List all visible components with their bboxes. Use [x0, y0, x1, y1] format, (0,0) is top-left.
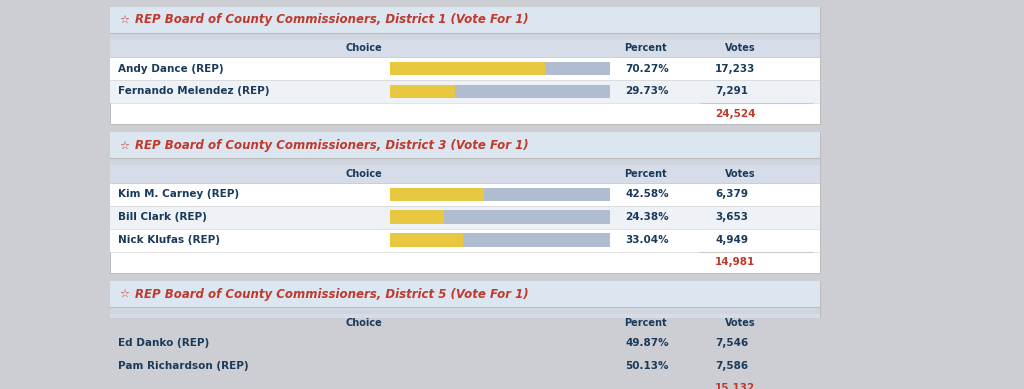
Bar	[110, 158, 820, 165]
Bar	[390, 85, 456, 98]
Bar	[500, 336, 610, 350]
Text: 7,586: 7,586	[715, 361, 749, 371]
Text: 4,949: 4,949	[715, 235, 748, 245]
Text: 42.58%: 42.58%	[625, 189, 669, 200]
Text: 3,653: 3,653	[715, 212, 748, 222]
Text: REP Board of County Commissioners, District 3 (Vote For 1): REP Board of County Commissioners, Distr…	[135, 139, 528, 152]
Bar	[390, 187, 483, 201]
Bar	[545, 62, 610, 75]
Text: Pam Richardson (REP): Pam Richardson (REP)	[118, 361, 249, 371]
Text: 49.87%: 49.87%	[625, 338, 669, 348]
Text: ☆: ☆	[119, 140, 129, 151]
Text: Votes: Votes	[725, 43, 756, 53]
Bar	[390, 359, 501, 373]
Text: 24.38%: 24.38%	[625, 212, 669, 222]
Text: Votes: Votes	[725, 169, 756, 179]
Text: REP Board of County Commissioners, District 1 (Vote For 1): REP Board of County Commissioners, Distr…	[135, 13, 528, 26]
Text: 24,524: 24,524	[715, 109, 756, 119]
Bar	[110, 7, 820, 124]
Text: Percent: Percent	[624, 43, 667, 53]
Text: 17,233: 17,233	[715, 64, 756, 74]
Bar	[483, 187, 610, 201]
Text: Ed Danko (REP): Ed Danko (REP)	[118, 338, 209, 348]
Bar	[110, 7, 820, 33]
Bar	[501, 359, 610, 373]
Bar	[110, 281, 820, 389]
Bar	[110, 332, 820, 354]
Bar	[110, 80, 820, 103]
Text: Choice: Choice	[346, 43, 382, 53]
Bar	[110, 229, 820, 252]
Bar	[110, 165, 820, 183]
Text: Kim M. Carney (REP): Kim M. Carney (REP)	[118, 189, 240, 200]
Bar	[110, 33, 820, 39]
Bar	[456, 85, 610, 98]
Bar	[110, 314, 820, 332]
Bar	[110, 183, 820, 206]
Text: Nick Klufas (REP): Nick Klufas (REP)	[118, 235, 220, 245]
Bar	[443, 210, 610, 224]
Text: 7,291: 7,291	[715, 86, 748, 96]
Text: Votes: Votes	[725, 318, 756, 328]
Text: Andy Dance (REP): Andy Dance (REP)	[118, 64, 223, 74]
Text: 15,132: 15,132	[715, 383, 756, 389]
Bar	[110, 132, 820, 273]
Text: 6,379: 6,379	[715, 189, 748, 200]
Bar	[110, 39, 820, 57]
Bar	[110, 57, 820, 80]
Text: 70.27%: 70.27%	[625, 64, 669, 74]
Bar	[390, 210, 443, 224]
Text: REP Board of County Commissioners, District 5 (Vote For 1): REP Board of County Commissioners, Distr…	[135, 287, 528, 301]
Text: Percent: Percent	[624, 169, 667, 179]
Bar	[390, 62, 545, 75]
Bar	[110, 206, 820, 229]
Bar	[110, 307, 820, 314]
Text: Bill Clark (REP): Bill Clark (REP)	[118, 212, 207, 222]
Bar	[110, 132, 820, 158]
Text: ☆: ☆	[119, 15, 129, 25]
Text: 33.04%: 33.04%	[625, 235, 669, 245]
Bar	[110, 354, 820, 377]
Bar	[110, 281, 820, 307]
Text: Choice: Choice	[346, 169, 382, 179]
Text: 7,546: 7,546	[715, 338, 749, 348]
Text: 50.13%: 50.13%	[625, 361, 669, 371]
Text: 29.73%: 29.73%	[625, 86, 669, 96]
Bar	[390, 336, 500, 350]
Text: 14,981: 14,981	[715, 257, 756, 267]
Bar	[390, 233, 463, 247]
Text: Fernando Melendez (REP): Fernando Melendez (REP)	[118, 86, 269, 96]
Bar	[463, 233, 610, 247]
Text: Percent: Percent	[624, 318, 667, 328]
Text: Choice: Choice	[346, 318, 382, 328]
Text: ☆: ☆	[119, 289, 129, 299]
